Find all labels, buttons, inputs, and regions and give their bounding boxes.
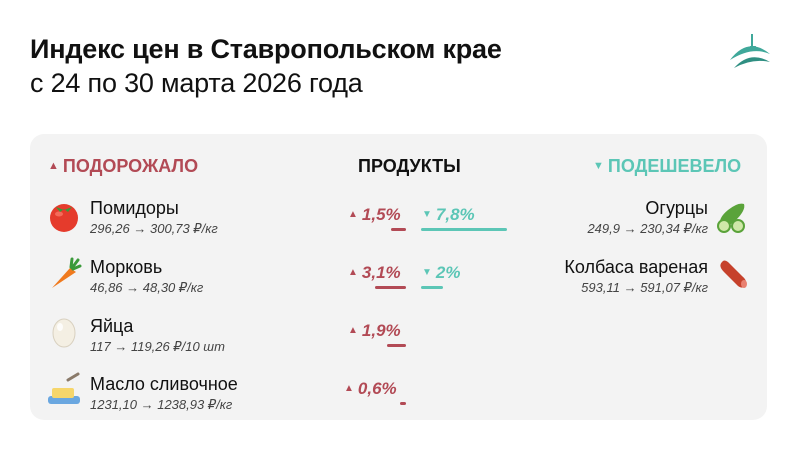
price-table-panel	[30, 134, 767, 420]
logo-icon	[730, 34, 770, 68]
item-price: 46,86 → 48,30 ₽/кг	[90, 280, 204, 295]
item-price: 593,11 → 591,07 ₽/кг	[581, 280, 708, 295]
bar-up-3	[387, 344, 406, 347]
column-header-down: ▼ ПОДЕШЕВЕЛО	[593, 156, 742, 176]
item-price: 249,9 → 230,34 ₽/кг	[587, 221, 708, 236]
egg-icon	[52, 318, 76, 348]
bar-down-1	[421, 228, 507, 231]
pct-up-2: ▲ 3,1%	[348, 263, 401, 282]
item-name: Яйца	[90, 316, 134, 336]
item-price: 117 → 119,26 ₽/10 шт	[90, 339, 225, 354]
pct-up-3: ▲ 1,9%	[348, 321, 401, 340]
item-name: Масло сливочное	[90, 374, 238, 394]
carrot-icon	[52, 257, 82, 288]
bar-up-4	[400, 402, 406, 405]
sausage-icon	[720, 260, 747, 288]
item-price: 296,26 → 300,73 ₽/кг	[90, 221, 218, 236]
bar-up-2	[375, 286, 406, 289]
pct-up-4: ▲ 0,6%	[344, 379, 397, 398]
pct-down-1: ▼ 7,8%	[422, 205, 475, 224]
page-title: Индекс цен в Ставропольском крае	[30, 34, 502, 64]
pct-up-1: ▲ 1,5%	[348, 205, 401, 224]
item-name: Морковь	[90, 257, 163, 277]
page-subtitle: с 24 по 30 марта 2026 года	[30, 68, 363, 98]
pct-down-2: ▼ 2%	[422, 263, 461, 282]
item-name: Колбаса вареная	[564, 257, 708, 277]
item-name: Огурцы	[645, 198, 708, 218]
cucumber-icon	[717, 203, 745, 233]
tomato-icon	[50, 204, 78, 232]
item-name: Помидоры	[90, 198, 179, 218]
bar-up-1	[391, 228, 406, 231]
butter-icon	[48, 372, 80, 404]
column-header-up: ▲ ПОДОРОЖАЛО	[48, 156, 199, 176]
item-price: 1231,10 → 1238,93 ₽/кг	[90, 397, 233, 412]
bar-down-2	[421, 286, 443, 289]
column-header-products: ПРОДУКТЫ	[358, 156, 461, 176]
